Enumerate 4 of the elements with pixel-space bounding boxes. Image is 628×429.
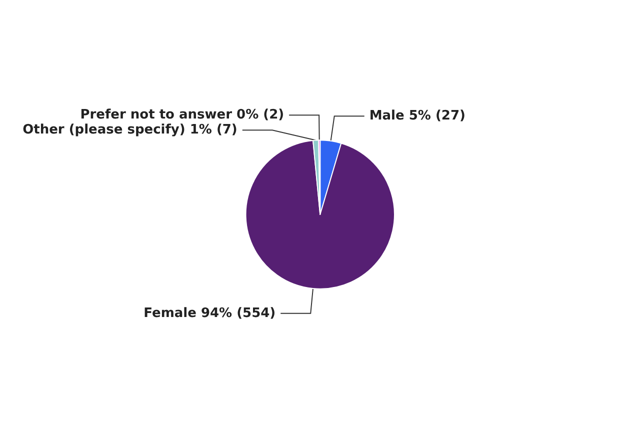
slice-label: Prefer not to answer 0% (2) xyxy=(80,108,284,123)
slice-label: Male 5% (27) xyxy=(369,108,466,124)
slice-label: Other (please specify) 1% (7) xyxy=(22,122,238,138)
slice-label: Female 94% (554) xyxy=(144,306,276,321)
